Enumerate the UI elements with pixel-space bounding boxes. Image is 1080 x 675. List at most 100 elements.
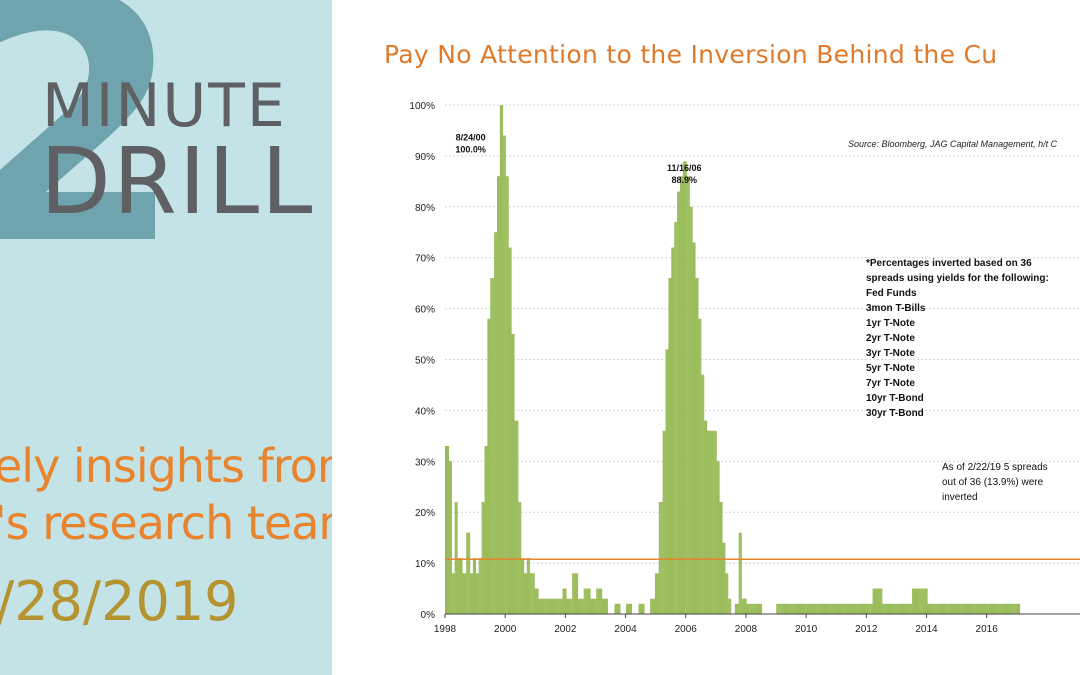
bar (549, 598, 552, 614)
bar (557, 598, 559, 614)
bar (594, 598, 596, 614)
bar (746, 603, 748, 614)
bar (639, 603, 641, 614)
bar (831, 603, 833, 614)
bar (493, 278, 495, 614)
bar (781, 603, 783, 614)
bar (915, 588, 918, 614)
bar (939, 603, 941, 614)
bar (546, 598, 548, 614)
bar (494, 232, 496, 614)
bar (794, 603, 796, 614)
bar (541, 598, 543, 614)
bar (511, 334, 513, 614)
bar (669, 278, 671, 614)
bar (908, 603, 910, 614)
bar (651, 598, 653, 614)
bar (844, 603, 846, 614)
source-note: Source: Bloomberg, JAG Capital Managemen… (848, 139, 1058, 149)
bar (809, 603, 812, 614)
bar (805, 603, 807, 614)
bar (702, 374, 704, 614)
y-tick-label: 90% (415, 152, 435, 163)
bar (951, 603, 953, 614)
bar (535, 588, 537, 614)
bar (909, 603, 911, 614)
bar (479, 558, 481, 614)
bar (965, 603, 967, 614)
bar (868, 603, 870, 614)
bar (937, 603, 939, 614)
bar (498, 176, 501, 614)
bar (838, 603, 841, 614)
bar (679, 191, 681, 614)
bar (543, 598, 545, 614)
bar (803, 603, 805, 614)
bar (934, 603, 936, 614)
bar (779, 603, 781, 614)
bar (954, 603, 956, 614)
bar (972, 603, 974, 614)
bar (874, 588, 876, 614)
bar (739, 532, 741, 614)
bar (889, 603, 892, 614)
bar (505, 176, 507, 614)
bar (699, 318, 701, 614)
bar (581, 598, 583, 614)
y-tick-label: 50% (415, 356, 435, 367)
bar (552, 598, 555, 614)
bar (719, 502, 721, 614)
bar (839, 603, 841, 614)
bar (813, 603, 815, 614)
bar (939, 603, 942, 614)
bar (944, 603, 946, 614)
bar (920, 588, 922, 614)
bar (785, 603, 788, 614)
bar (817, 603, 819, 614)
bar (456, 502, 458, 614)
bar (482, 502, 484, 614)
bar (861, 603, 863, 614)
bar (968, 603, 971, 614)
bar (787, 603, 789, 614)
bars-layer (445, 105, 1021, 615)
bar (916, 588, 919, 614)
bar (902, 603, 904, 614)
bar (720, 502, 722, 614)
bar (481, 502, 483, 614)
bar (592, 598, 594, 614)
bar (790, 603, 792, 614)
bar (933, 603, 935, 614)
bar (598, 588, 600, 614)
bar (473, 558, 476, 614)
bar (778, 603, 780, 614)
bar (707, 430, 710, 614)
bar (780, 603, 782, 614)
bar (1000, 603, 1002, 614)
bar (675, 222, 677, 614)
bar (884, 603, 886, 614)
bar (957, 603, 959, 614)
bar (673, 247, 675, 614)
bar (759, 603, 762, 614)
bar (522, 558, 524, 614)
bar (859, 603, 861, 614)
bar (788, 603, 790, 614)
bar (914, 588, 917, 614)
notes-intro-line: *Percentages inverted based on 36 (866, 258, 1032, 269)
bar (1002, 603, 1004, 614)
bar (799, 603, 801, 614)
bar (921, 588, 923, 614)
bar (827, 603, 829, 614)
bar (577, 598, 580, 614)
bar (1006, 603, 1008, 614)
bar (515, 420, 517, 614)
bar (910, 603, 912, 614)
bar (458, 558, 460, 614)
bar (629, 603, 632, 614)
bar (642, 603, 644, 614)
bar (451, 573, 453, 614)
peak-annotation-line: 100.0% (455, 145, 486, 155)
bar (821, 603, 823, 614)
bar (575, 573, 578, 614)
